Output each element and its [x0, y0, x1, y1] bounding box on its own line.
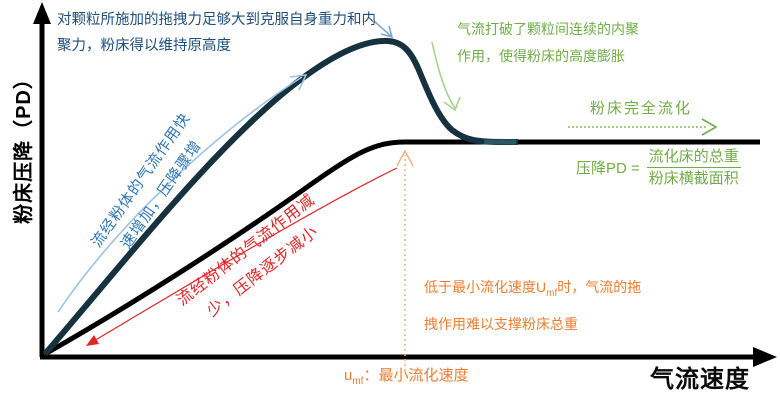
full-fluidization-arrowhead-icon — [701, 118, 718, 136]
y-axis-label: 粉床压降（PD） — [13, 68, 35, 224]
x-axis-label: 气流速度 — [650, 366, 750, 393]
y-axis-arrowhead-icon — [33, 2, 51, 24]
formula-denominator: 粉床横截面积 — [646, 167, 741, 188]
below-umf-note-line1: 低于最小流化速度Umf时，气流的拖 — [424, 272, 641, 309]
formula-numerator: 流化床的总重 — [648, 148, 739, 165]
break-note-pointer-arrowhead-icon — [443, 96, 461, 112]
cohesion-break-note: 气流打破了颗粒间连续的内聚 作用，使得粉床的高度膨胀 — [457, 16, 639, 70]
drag-note-pointer-arrow — [373, 20, 392, 37]
pressure-drop-formula: 压降PD = 流化床的总重 粉床横截面积 — [576, 147, 741, 188]
x-axis-arrowhead-icon — [753, 347, 777, 367]
umf-label-suffix: ：最小流化速度 — [363, 367, 469, 384]
cohesion-break-note-line2: 作用，使得粉床的高度膨胀 — [457, 48, 625, 64]
drag-note-pointer-arrowhead-icon — [380, 25, 394, 39]
rising-flow-arrowhead-icon — [289, 74, 308, 91]
formula-lhs: 压降PD = — [576, 160, 640, 177]
drag-force-note-line2: 聚力，粉床得以维持原高度 — [57, 38, 231, 54]
umf-label-sub: mf — [352, 376, 364, 387]
below-umf-line1-suffix: 时，气流的拖 — [557, 279, 642, 295]
umf-vertical-arrowhead-icon — [396, 149, 414, 167]
full-fluidization-label: 粉床完全流化 — [590, 100, 693, 117]
break-note-pointer-arrow — [431, 41, 456, 109]
formula-fraction: 流化床的总重 粉床横截面积 — [646, 147, 741, 188]
rising-flow-arrow — [57, 76, 303, 313]
upper-pressure-curve — [42, 37, 518, 356]
lower-pressure-curve — [43, 139, 760, 357]
below-umf-line1-sub: mf — [546, 287, 558, 299]
falling-flow-arrowhead-icon — [86, 335, 99, 346]
drag-force-note-line1: 对颗粒所施加的拖拽力足够大到克服自身重力和内 — [57, 12, 376, 28]
umf-label-prefix: u — [344, 367, 353, 384]
umf-definition-label: umf：最小流化速度 — [344, 364, 468, 387]
drag-force-note: 对颗粒所施加的拖拽力足够大到克服自身重力和内 聚力，粉床得以维持原高度 — [57, 7, 376, 59]
cohesion-break-note-line1: 气流打破了颗粒间连续的内聚 — [457, 21, 639, 37]
below-umf-line1-prefix: 低于最小流化速度U — [424, 279, 547, 295]
below-umf-note-line2: 拽作用难以支撑粉床总重 — [424, 315, 578, 332]
below-umf-note: 低于最小流化速度Umf时，气流的拖 拽作用难以支撑粉床总重 — [424, 272, 641, 339]
falling-flow-arrow — [91, 167, 398, 343]
